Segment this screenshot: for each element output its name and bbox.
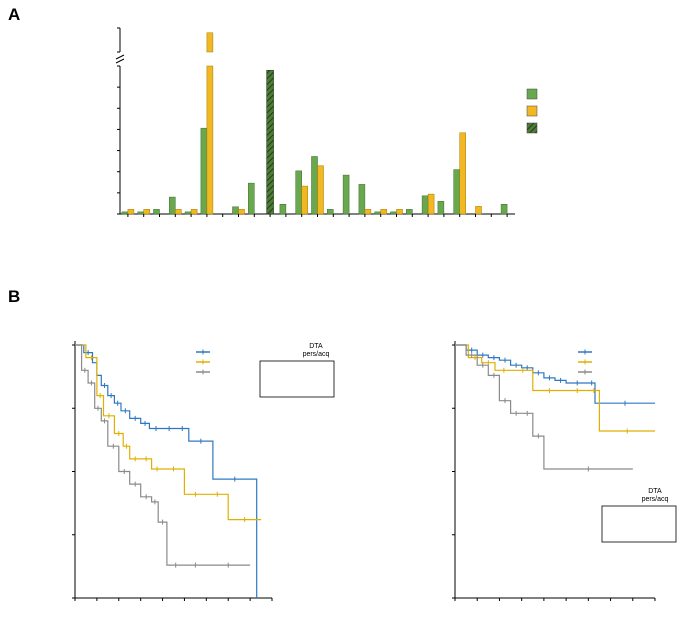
pvalue-col-header: DTA xyxy=(309,343,323,350)
bar-cmr xyxy=(380,209,387,215)
legend-swatch xyxy=(526,122,538,134)
bar-diagnosis xyxy=(421,195,429,215)
pvalue-col-header: pers/acq xyxy=(642,496,669,503)
bar-cmr xyxy=(206,65,214,215)
bar-diagnosis xyxy=(327,209,334,215)
legend-swatch xyxy=(526,88,538,100)
bar-diagnosis xyxy=(153,209,160,215)
bar-cmr xyxy=(364,209,372,215)
bar-diagnosis xyxy=(279,204,287,215)
bar-cmr xyxy=(427,193,435,215)
bar-diagnosis xyxy=(311,156,318,215)
pvalue-col-header: DTA xyxy=(648,488,662,495)
bar-diagnosis xyxy=(453,169,460,215)
bar-diagnosis xyxy=(169,196,176,215)
bar-cmr xyxy=(317,165,324,215)
bar-diagnosis xyxy=(121,211,129,215)
bar-diagnosis xyxy=(358,184,366,215)
bar-chart xyxy=(115,27,538,217)
km-curve-dta xyxy=(75,344,262,521)
km-curve-non-dta xyxy=(455,344,633,470)
pvalue-table-box xyxy=(601,505,677,543)
km-curve-dta xyxy=(455,344,655,432)
bar-diagnosis xyxy=(232,206,239,215)
bar-cmr xyxy=(301,185,308,215)
bar-cmr-upper xyxy=(206,32,214,53)
bar-flt3-itd-genescan xyxy=(266,69,274,215)
panel-b-label: B xyxy=(8,287,20,306)
bar-diagnosis xyxy=(390,211,397,215)
bar-cmr xyxy=(143,209,150,215)
bar-diagnosis xyxy=(295,170,302,215)
bar-diagnosis xyxy=(406,209,413,215)
bar-cmr xyxy=(127,209,135,215)
axis-break-mark xyxy=(115,58,125,64)
bar-cmr xyxy=(475,206,482,215)
pvalue-table-box xyxy=(259,360,335,398)
km-curve-none xyxy=(75,344,258,598)
panel-a-label: A xyxy=(8,5,20,24)
bar-diagnosis xyxy=(137,211,144,215)
bar-cmr xyxy=(175,209,182,215)
bar-diagnosis xyxy=(200,127,208,215)
bar-cmr xyxy=(238,209,245,215)
pvalue-col-header: pers/acq xyxy=(303,351,330,358)
bar-diagnosis xyxy=(342,174,350,215)
bar-cmr xyxy=(459,132,466,215)
bar-cmr xyxy=(396,209,403,215)
bar-diagnosis xyxy=(374,211,381,215)
bar-diagnosis xyxy=(248,182,255,215)
bar-diagnosis xyxy=(437,201,445,215)
legend-swatch xyxy=(526,105,538,117)
bar-diagnosis xyxy=(184,211,192,215)
km-curve-none xyxy=(455,344,655,404)
axis-break-mark xyxy=(115,54,125,60)
bar-diagnosis xyxy=(500,204,508,215)
bar-cmr xyxy=(190,209,198,215)
